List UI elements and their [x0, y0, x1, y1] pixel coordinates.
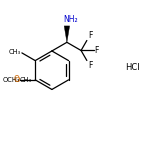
Text: F: F [88, 31, 92, 40]
Text: CH₃: CH₃ [19, 77, 31, 83]
Text: O: O [14, 75, 20, 84]
Text: F: F [95, 46, 99, 55]
Text: CH₃: CH₃ [9, 49, 21, 55]
Text: OCH₃: OCH₃ [2, 77, 20, 83]
Text: O: O [15, 77, 20, 83]
Polygon shape [64, 26, 70, 42]
Text: NH₂: NH₂ [63, 15, 78, 24]
Text: F: F [88, 61, 92, 71]
Text: HCl: HCl [125, 63, 140, 72]
